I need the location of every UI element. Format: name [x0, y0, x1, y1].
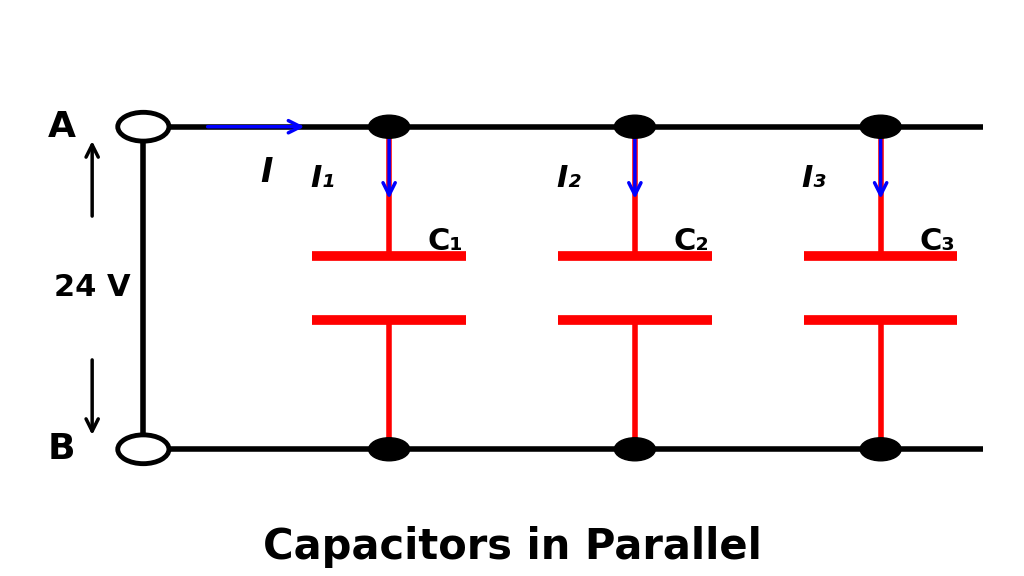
Text: 24 V: 24 V: [54, 274, 130, 302]
Circle shape: [118, 112, 169, 141]
Text: I₁: I₁: [310, 164, 335, 193]
Text: C₃: C₃: [920, 228, 954, 256]
Text: I₃: I₃: [802, 164, 826, 193]
Text: A: A: [47, 109, 76, 144]
Circle shape: [860, 115, 901, 138]
Text: I₂: I₂: [556, 164, 581, 193]
Text: B: B: [48, 432, 75, 467]
Text: C₂: C₂: [674, 228, 709, 256]
Text: I: I: [260, 156, 272, 190]
Circle shape: [614, 438, 655, 461]
Circle shape: [118, 435, 169, 464]
Circle shape: [614, 115, 655, 138]
Circle shape: [860, 438, 901, 461]
Text: Capacitors in Parallel: Capacitors in Parallel: [262, 526, 762, 568]
Text: C₁: C₁: [428, 228, 463, 256]
Circle shape: [369, 115, 410, 138]
Circle shape: [369, 438, 410, 461]
